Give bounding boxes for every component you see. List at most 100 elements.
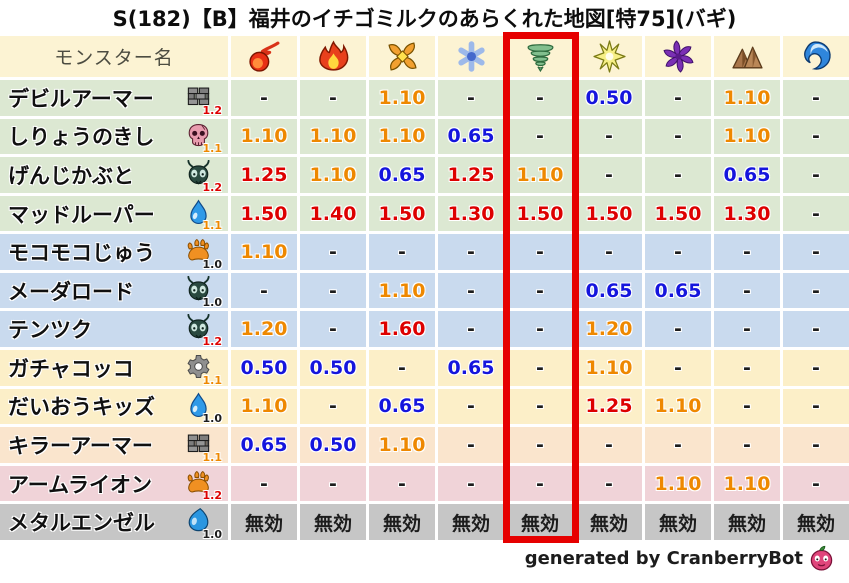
monster-family: 1.2 [182,80,222,116]
monster-name-cell: アームライオン 1.2 [0,465,228,502]
resistance-value: 0.65 [369,157,435,193]
resistance-value: 無効 [231,504,297,540]
resistance-value: 0.65 [714,157,780,193]
resistance-value: 1.10 [231,234,297,270]
resistance-value: - [576,118,642,155]
resistance-value: - [300,465,366,502]
monster-rank: 1.1 [202,142,223,155]
resistance-value: - [645,311,711,348]
resistance-value: - [714,272,780,309]
resistance-value: 0.65 [438,350,504,386]
monster-name: モコモコじゅう [8,241,155,266]
resistance-value: 無効 [300,504,366,540]
resistance-value: - [507,311,573,348]
resistance-value: - [645,157,711,193]
monster-rank: 1.2 [202,335,223,348]
monster-family: 1.1 [182,350,222,386]
monster-name: テンツク [8,318,92,343]
resistance-value: 1.25 [576,388,642,425]
resistance-value: - [231,272,297,309]
table-row: キラーアーマー 1.1 0.65 0.50 1.10- - - - - - [0,427,849,463]
resistance-value: - [300,311,366,348]
resistance-value: - [438,234,504,270]
resistance-value: 1.10 [714,80,780,116]
monster-name-cell: だいおうキッズ 1.0 [0,388,228,425]
resistance-value: - [300,234,366,270]
monster-family: 1.0 [182,504,222,540]
resistance-value: - [645,118,711,155]
resistance-table: モンスター名 デビルアーマー 1.2- -1.10- -0.50-1.10- しりょうの… [0,36,849,540]
element-header-cell [783,36,849,77]
resistance-value: 無効 [369,504,435,540]
table-row: アームライオン 1.2- - - - - -1.10 1.10- [0,465,849,502]
resistance-value: 1.10 [369,272,435,309]
resistance-value: - [714,234,780,270]
resistance-value: 1.10 [369,118,435,155]
resistance-value: - [369,234,435,270]
resistance-value: 1.10 [369,80,435,116]
page-title: S(182)【B】福井のイチゴミルクのあらくれた地図[特75](バギ) [112,7,737,31]
monster-name-header: モンスター名 [54,47,174,69]
table-row: モコモコじゅう 1.0 1.10- - - - - - - - [0,234,849,270]
resistance-value: - [438,388,504,425]
resistance-value: 1.50 [507,195,573,232]
resistance-value: 1.10 [714,118,780,155]
monster-rank: 1.0 [202,257,223,270]
resistance-value: - [645,350,711,386]
monster-rank: 1.2 [202,180,223,193]
monster-rank: 1.1 [202,450,223,463]
resistance-value: 0.65 [231,427,297,463]
monster-name-cell: げんじかぶと 1.2 [0,157,228,193]
resistance-value: 0.50 [576,80,642,116]
monster-name: メーダロード [8,279,134,304]
monster-name-cell: テンツク 1.2 [0,311,228,348]
resistance-value: - [300,80,366,116]
table-row: デビルアーマー 1.2- -1.10- -0.50-1.10- [0,80,849,116]
resistance-value: 1.10 [231,118,297,155]
element-header-cell [645,36,711,77]
resistance-value: 1.25 [438,157,504,193]
element-header-cell [438,36,504,77]
mountain-icon [731,40,764,73]
resistance-value: 1.25 [231,157,297,193]
monster-name-cell: キラーアーマー 1.1 [0,427,228,463]
resistance-value: 1.10 [645,388,711,425]
resistance-value: - [576,157,642,193]
resistance-value: - [300,388,366,425]
monster-name-cell: しりょうのきし 1.1 [0,118,228,155]
resistance-value: 1.10 [714,465,780,502]
resistance-value: - [507,234,573,270]
resistance-value: - [507,80,573,116]
resistance-value: - [576,234,642,270]
resistance-value: - [438,465,504,502]
monster-name: マッドルーパー [8,202,155,227]
resistance-value: 1.40 [300,195,366,232]
monster-family: 1.2 [182,466,222,501]
element-header-cell [369,36,435,77]
footer-text: generated by CranberryBot [524,548,803,569]
monster-name: デビルアーマー [8,86,154,111]
resistance-value: - [231,80,297,116]
resistance-value: - [783,427,849,463]
monster-name-header-cell: モンスター名 [0,36,228,77]
tornado-icon [524,40,557,73]
monster-name: アームライオン [8,472,153,497]
monster-family: 1.2 [182,157,222,193]
monster-name: メタルエンゼル [8,511,155,536]
resistance-value: 1.10 [300,118,366,155]
monster-rank: 1.2 [202,103,223,116]
resistance-value: 1.50 [231,195,297,232]
resistance-value: - [507,118,573,155]
resistance-value: - [783,234,849,270]
monster-name: だいおうキッズ [8,395,155,420]
resistance-value: - [783,272,849,309]
resistance-value: - [438,80,504,116]
cranberry-icon [808,545,835,572]
monster-name-cell: モコモコじゅう 1.0 [0,234,228,270]
resistance-value: 1.60 [369,311,435,348]
resistance-value: 1.10 [231,388,297,425]
resistance-value: - [645,234,711,270]
resistance-value: 1.10 [576,350,642,386]
monster-rank: 1.1 [202,219,223,232]
